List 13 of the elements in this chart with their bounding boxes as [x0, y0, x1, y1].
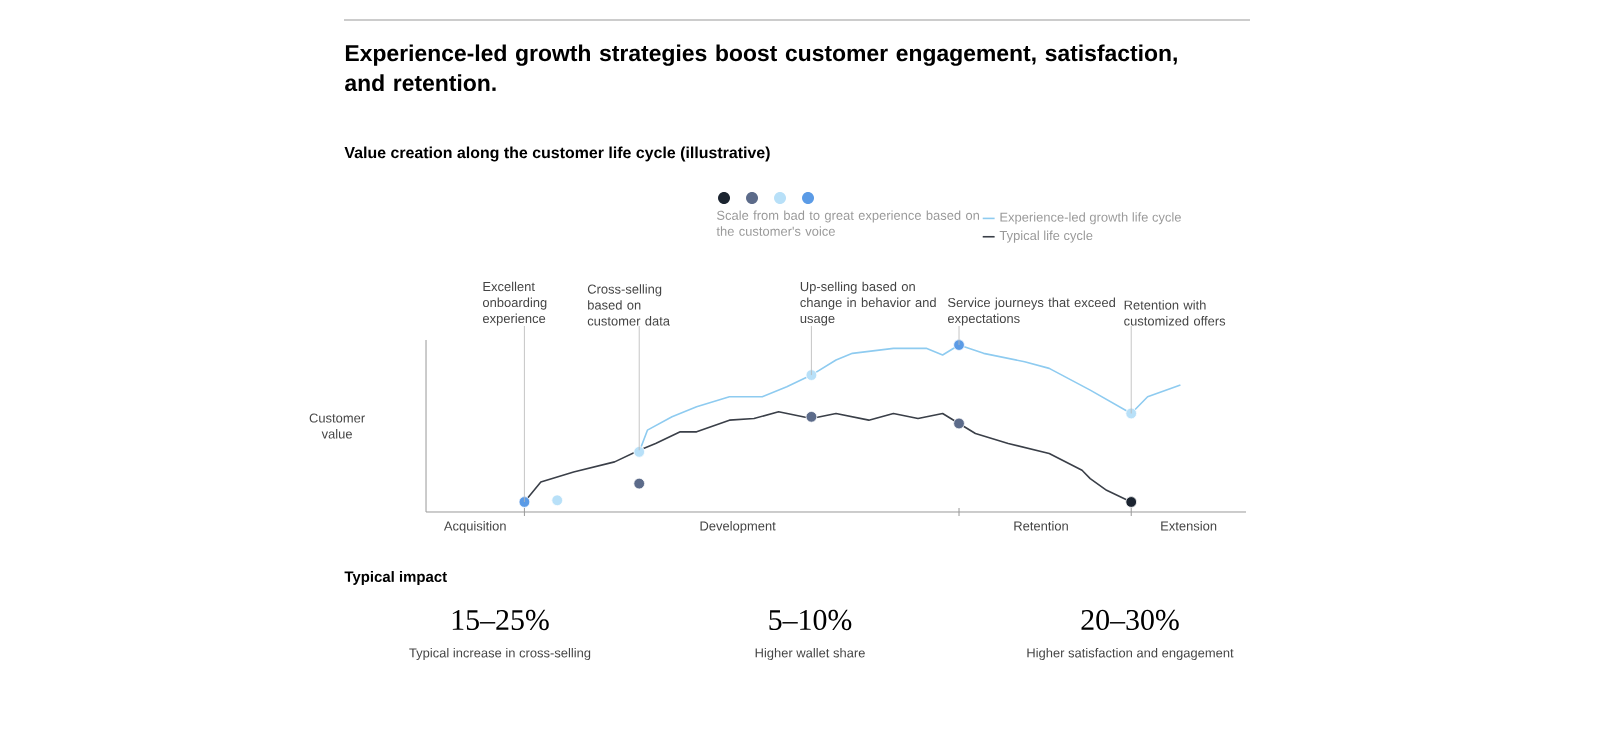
point: [633, 446, 646, 458]
point: [518, 496, 531, 508]
text: 15–25%: [452, 609, 549, 631]
point: [805, 369, 818, 381]
point: [1125, 407, 1138, 420]
point: [1125, 496, 1138, 508]
chart-title: Experience-led growth strategies boost customer engagement, satisfaction, and retention.: [345, 44, 1177, 92]
point: [551, 494, 564, 507]
point: [805, 411, 818, 423]
point: [953, 417, 965, 430]
point: [633, 477, 646, 490]
text: 5–10%: [769, 609, 852, 631]
text: 20–30%: [1081, 609, 1179, 631]
